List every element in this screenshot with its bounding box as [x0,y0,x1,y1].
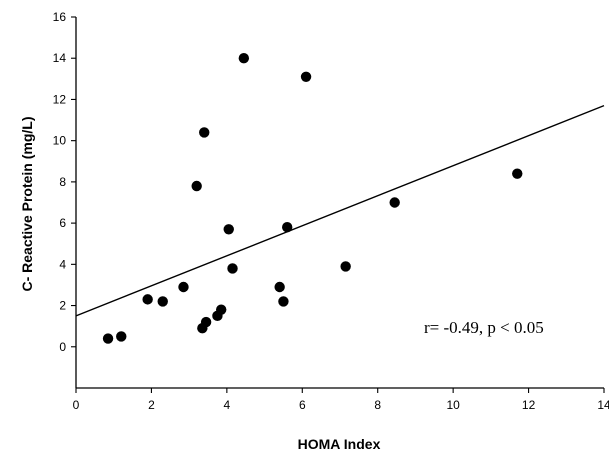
x-tick-label: 6 [299,398,306,412]
data-point [157,296,168,307]
points-layer [102,53,523,344]
data-point [223,224,234,235]
y-tick-label: 16 [53,10,67,24]
y-tick-label: 8 [59,175,66,189]
x-tick-label: 14 [597,398,609,412]
correlation-annotation: r= -0.49, p < 0.05 [424,318,544,337]
data-point [340,261,351,272]
ticks-layer: 0 2 4 6 8 10 12 14 0 2 4 6 8 10 12 14 16 [53,10,609,412]
data-point [274,281,285,293]
data-point [178,281,189,293]
data-point [389,197,400,208]
data-point [282,222,293,233]
y-tick-label: 4 [59,257,66,271]
x-tick-label: 0 [73,398,80,412]
regression-line [75,104,605,317]
x-tick-label: 12 [522,398,536,412]
y-tick-label: 2 [59,299,66,313]
data-point [278,296,289,307]
data-point [216,304,227,315]
data-point [102,333,114,344]
y-tick-label: 10 [53,134,67,148]
data-point [142,294,153,305]
y-tick-label: 6 [59,216,66,230]
data-point [200,316,212,328]
data-point [512,168,523,179]
y-tick-label: 0 [59,340,66,354]
x-tick-label: 4 [224,398,231,412]
data-point [300,71,312,82]
y-tick-label: 14 [53,51,67,65]
y-axis-title: C- Reactive Protein (mg/L) [19,116,35,291]
x-tick-label: 10 [446,398,460,412]
data-point [199,127,210,138]
x-tick-label: 2 [148,398,155,412]
x-tick-label: 8 [374,398,381,412]
data-point [227,263,238,274]
data-point [116,331,127,342]
x-axis-title: HOMA Index [298,436,381,452]
y-tick-label: 12 [53,92,67,106]
data-point [191,180,202,192]
data-point [238,53,250,64]
